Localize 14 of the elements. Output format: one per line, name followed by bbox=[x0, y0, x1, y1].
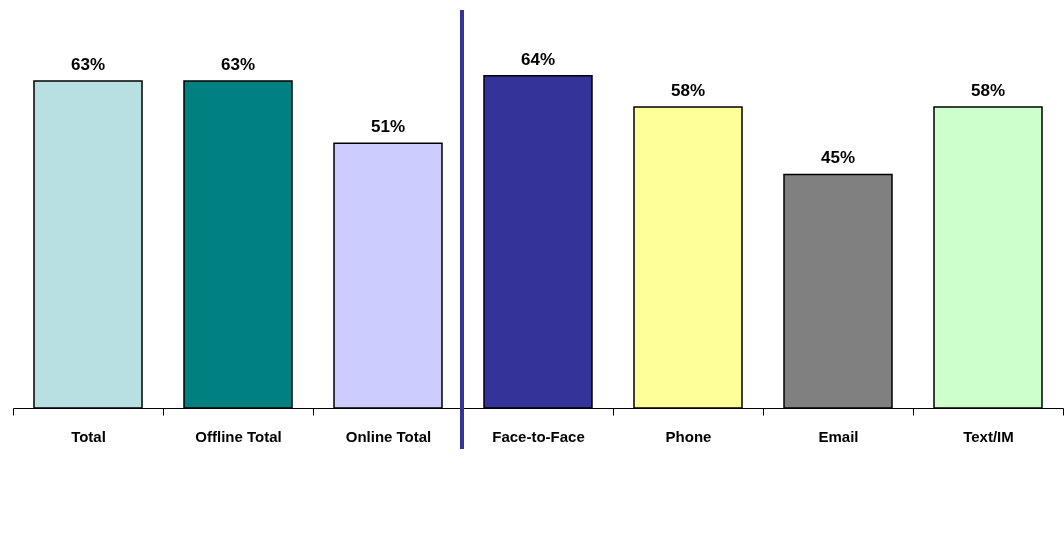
data-label: 45% bbox=[820, 148, 856, 168]
x-tick-label: Phone bbox=[665, 427, 712, 445]
data-label: 63% bbox=[70, 55, 106, 75]
x-tick-label: Email bbox=[818, 427, 859, 445]
x-tick-label: Text/IM bbox=[963, 427, 1014, 445]
x-tick-label: Offline Total bbox=[195, 427, 282, 445]
data-label: 51% bbox=[370, 117, 406, 137]
data-label: 63% bbox=[220, 55, 256, 75]
data-label: 58% bbox=[970, 81, 1006, 100]
x-tick-label: Face-to-Face bbox=[492, 427, 585, 445]
x-tick-label: Total bbox=[71, 427, 106, 445]
data-label: 58% bbox=[670, 81, 706, 100]
x-tick-label: Online Total bbox=[345, 427, 432, 445]
data-label: 64% bbox=[520, 49, 556, 69]
